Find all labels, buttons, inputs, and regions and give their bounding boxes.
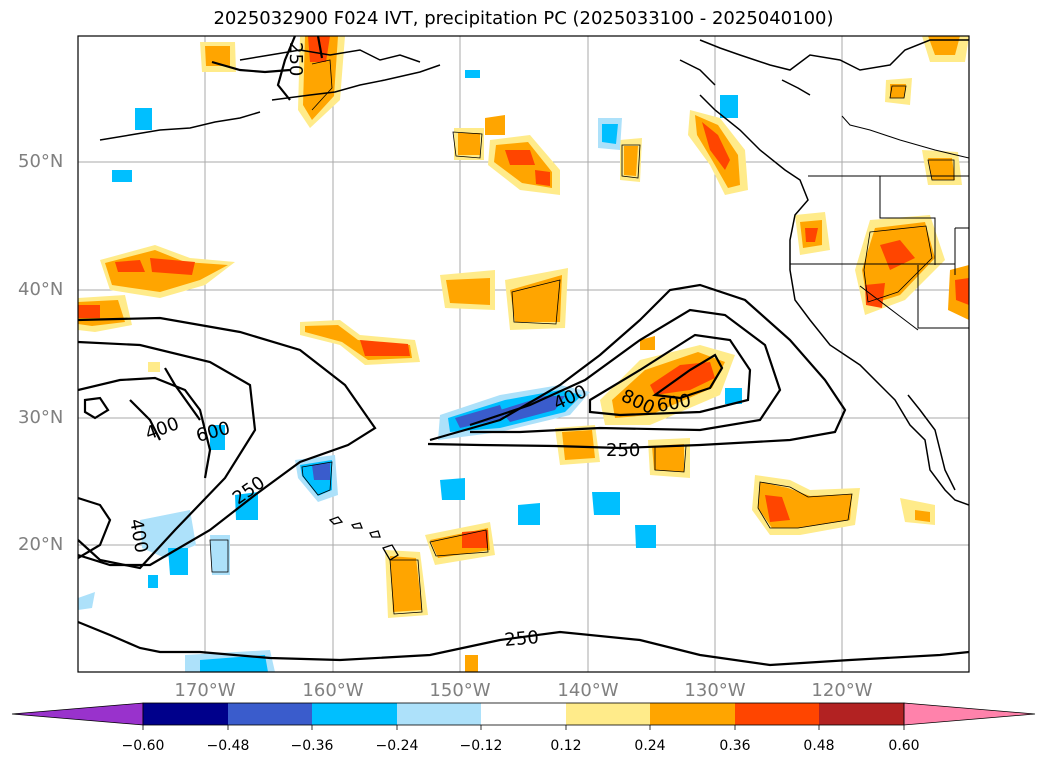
lat-label-40n: 40°N (18, 279, 64, 300)
lon-label-120w: 120°W (811, 680, 873, 701)
lat-label-20n: 20°N (18, 534, 64, 555)
colorbar-bin (819, 703, 904, 725)
lon-label-140w: 140°W (557, 680, 619, 701)
colorbar-tick-label: −0.60 (121, 738, 165, 754)
colorbar-tick-label: 0.24 (634, 738, 666, 754)
colorbar-bin (312, 703, 397, 725)
map-frame (77, 35, 970, 673)
colorbar-tick-label: 0.60 (888, 738, 920, 754)
colorbar-tick-label: −0.48 (206, 738, 250, 754)
lat-label-50n: 50°N (18, 151, 64, 172)
lon-label-160w: 160°W (302, 680, 364, 701)
lon-label-170w: 170°W (174, 680, 236, 701)
coastlines (99, 39, 969, 506)
lat-label-30n: 30°N (18, 407, 64, 428)
colorbar-bin (143, 703, 228, 725)
state-borders (790, 115, 969, 331)
colorbar-extend-low (11, 702, 144, 726)
lon-label-150w: 150°W (429, 680, 491, 701)
lon-label-130w: 130°W (684, 680, 746, 701)
ivt-label-250-ar: 250 (606, 440, 640, 461)
colorbar-bin (650, 703, 735, 725)
colorbar-tick-label: −0.36 (290, 738, 334, 754)
precip-negative-shading (78, 70, 742, 672)
chart-title: 2025032900 F024 IVT, precipitation PC (2… (213, 8, 834, 29)
colorbar-tick-label: 0.48 (803, 738, 835, 754)
colorbar-bin (481, 703, 566, 725)
colorbar-tick-label: −0.12 (459, 738, 503, 754)
ivt-label-250-north: 250 (285, 42, 306, 76)
colorbar-frame (142, 702, 905, 726)
colorbar-bin (228, 703, 312, 725)
ivt-label-250-south: 250 (504, 627, 540, 651)
colorbar-bin (397, 703, 481, 725)
map-area (78, 36, 969, 672)
colorbar-tick-label: 0.12 (550, 738, 582, 754)
colorbar-tick-label: 0.36 (719, 738, 751, 754)
colorbar-extend-high (903, 702, 1036, 726)
colorbar-tick-label: −0.24 (375, 738, 419, 754)
precip-outline (209, 59, 955, 615)
precip-positive-shading (78, 36, 969, 672)
colorbar (11, 702, 1036, 730)
ivt-contours (78, 36, 969, 667)
colorbar-bin (566, 703, 650, 725)
colorbar-bin (735, 703, 819, 725)
hawaiian-islands (328, 516, 399, 561)
